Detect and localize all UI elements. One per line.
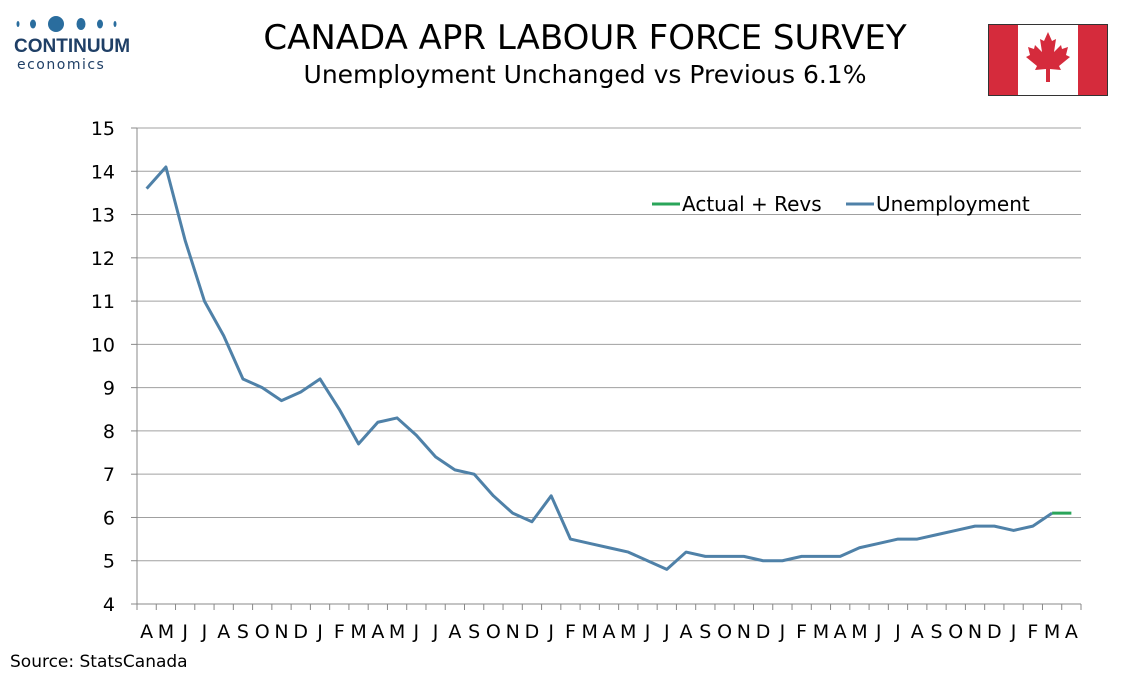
y-tick-label: 14	[91, 161, 115, 183]
y-tick-label: 7	[103, 464, 115, 486]
x-tick-label: O	[948, 621, 963, 643]
x-tick-label: F	[1027, 621, 1038, 643]
x-tick-label: D	[293, 621, 308, 643]
chart-subtitle: Unemployment Unchanged vs Previous 6.1%	[303, 60, 867, 89]
y-tick-label: 8	[103, 421, 115, 443]
x-tick-label: A	[217, 621, 230, 643]
legend-label: Unemployment	[876, 192, 1030, 216]
y-tick-label: 11	[91, 291, 115, 313]
y-tick-label: 9	[103, 378, 115, 400]
logo-tagline: economics	[17, 57, 106, 73]
canada-flag-icon	[988, 24, 1108, 96]
x-tick-label: J	[201, 621, 208, 643]
x-tick-label: F	[565, 621, 576, 643]
y-tick-label: 13	[91, 205, 115, 227]
x-tick-label: S	[930, 621, 942, 643]
x-tick-label: O	[717, 621, 732, 643]
x-tick-label: S	[237, 621, 249, 643]
logo-wordmark: CONTINUUM	[14, 36, 131, 57]
x-tick-label: N	[737, 621, 751, 643]
x-tick-label: J	[316, 621, 323, 643]
x-tick-label: M	[851, 621, 867, 643]
x-tick-label: N	[506, 621, 520, 643]
x-tick-label: M	[158, 621, 174, 643]
continuum-logo: CONTINUUM economics	[14, 14, 134, 74]
x-tick-label: N	[968, 621, 982, 643]
x-tick-label: S	[468, 621, 480, 643]
y-tick-label: 4	[103, 594, 115, 616]
x-tick-label: J	[779, 621, 786, 643]
x-tick-label: A	[1065, 621, 1078, 643]
x-tick-label: M	[1044, 621, 1060, 643]
y-tick-label: 5	[103, 551, 115, 573]
x-tick-label: D	[987, 621, 1002, 643]
x-tick-label: J	[894, 621, 901, 643]
x-tick-label: J	[181, 621, 188, 643]
x-tick-label: J	[875, 621, 882, 643]
x-tick-label: J	[432, 621, 439, 643]
series-line-unemployment	[145, 165, 1053, 571]
x-tick-label: A	[371, 621, 384, 643]
legend-label: Actual + Revs	[682, 192, 822, 216]
x-tick-label: A	[448, 621, 461, 643]
x-tick-label: O	[255, 621, 270, 643]
x-tick-label: J	[547, 621, 554, 643]
x-tick-label: J	[663, 621, 670, 643]
x-tick-label: J	[1010, 621, 1017, 643]
x-tick-label: A	[834, 621, 847, 643]
y-tick-label: 12	[91, 248, 115, 270]
x-tick-label: M	[813, 621, 829, 643]
x-tick-label: D	[756, 621, 771, 643]
x-tick-label: J	[644, 621, 651, 643]
x-tick-label: J	[413, 621, 420, 643]
x-tick-label: A	[603, 621, 616, 643]
chart-title: CANADA APR LABOUR FORCE SURVEY	[263, 18, 907, 58]
x-tick-label: M	[620, 621, 636, 643]
y-tick-label: 15	[91, 118, 115, 140]
x-tick-label: M	[350, 621, 366, 643]
x-tick-label: A	[680, 621, 693, 643]
x-tick-label: A	[140, 621, 153, 643]
source-note: Source: StatsCanada	[10, 652, 188, 672]
x-tick-label: M	[389, 621, 405, 643]
x-tick-label: M	[582, 621, 598, 643]
x-tick-label: F	[796, 621, 807, 643]
x-tick-label: S	[699, 621, 711, 643]
x-tick-label: D	[525, 621, 540, 643]
logo-dots-icon	[16, 16, 117, 32]
x-tick-label: N	[274, 621, 288, 643]
x-tick-label: F	[334, 621, 345, 643]
y-tick-label: 10	[91, 334, 115, 356]
x-tick-label: A	[911, 621, 924, 643]
x-tick-label: O	[486, 621, 501, 643]
y-tick-label: 6	[103, 507, 115, 529]
